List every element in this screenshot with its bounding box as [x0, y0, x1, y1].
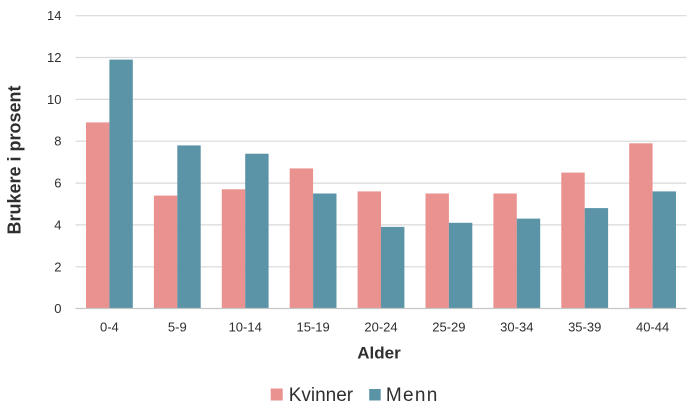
svg-text:0-4: 0-4 [100, 319, 119, 334]
svg-text:2: 2 [54, 259, 61, 274]
svg-text:12: 12 [47, 50, 61, 65]
svg-text:Brukere i prosent: Brukere i prosent [5, 85, 25, 234]
svg-text:25-29: 25-29 [432, 319, 465, 334]
svg-text:14: 14 [47, 8, 61, 23]
svg-text:20-24: 20-24 [364, 319, 397, 334]
svg-text:0: 0 [54, 301, 61, 316]
svg-text:Alder: Alder [357, 344, 401, 363]
svg-text:15-19: 15-19 [296, 319, 329, 334]
svg-text:6: 6 [54, 176, 61, 191]
svg-text:4: 4 [54, 217, 61, 232]
svg-text:30-34: 30-34 [500, 319, 533, 334]
svg-text:10: 10 [47, 92, 61, 107]
svg-text:Menn: Menn [386, 385, 439, 406]
svg-text:40-44: 40-44 [636, 319, 669, 334]
svg-text:5-9: 5-9 [168, 319, 187, 334]
svg-text:Kvinner: Kvinner [289, 385, 354, 406]
svg-text:8: 8 [54, 134, 61, 149]
svg-text:10-14: 10-14 [229, 319, 262, 334]
svg-text:35-39: 35-39 [568, 319, 601, 334]
